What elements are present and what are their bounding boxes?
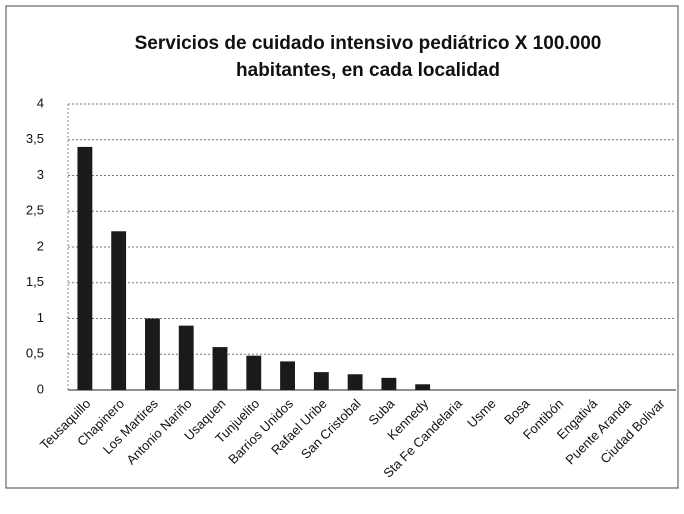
y-tick-label: 2,5	[26, 203, 44, 218]
chart-title: Servicios de cuidado intensivo pediátric…	[135, 33, 602, 54]
bar	[212, 347, 228, 390]
y-tick-label: 0,5	[26, 346, 44, 361]
bar	[381, 377, 397, 390]
y-tick-label: 3,5	[26, 131, 44, 146]
chart-title: habitantes, en cada localidad	[236, 60, 500, 81]
bar	[77, 146, 93, 390]
bar	[415, 384, 431, 390]
y-tick-label: 0	[37, 381, 44, 396]
bar	[313, 372, 329, 390]
x-tick-label: Usme	[464, 396, 499, 431]
y-tick-label: 2	[37, 238, 44, 253]
y-tick-label: 3	[37, 167, 44, 182]
bar	[280, 361, 295, 390]
bar	[347, 374, 363, 390]
bar	[145, 318, 160, 390]
bar	[246, 355, 262, 390]
chart-border	[5, 5, 679, 489]
bar	[111, 231, 127, 390]
x-tick-label: San Cristobal	[298, 396, 364, 462]
bar	[178, 325, 194, 390]
y-tick-label: 1,5	[26, 274, 44, 289]
y-tick-label: 1	[37, 310, 44, 325]
y-tick-label: 4	[37, 95, 44, 110]
